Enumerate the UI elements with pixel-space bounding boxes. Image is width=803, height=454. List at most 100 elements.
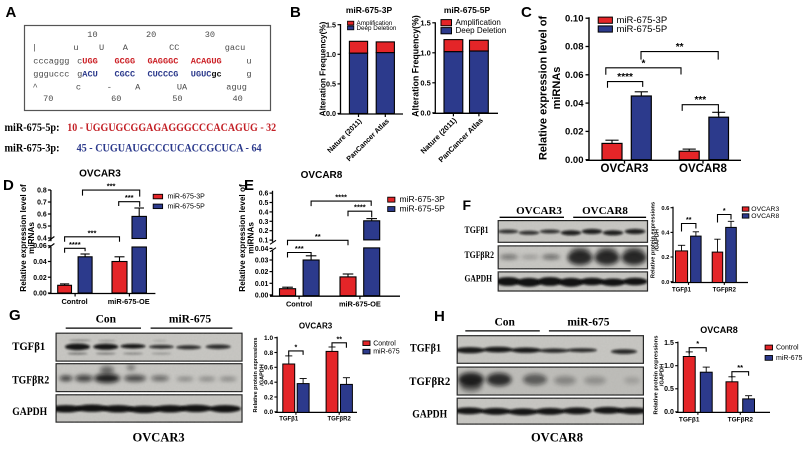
svg-text:0.5: 0.5 — [420, 79, 430, 88]
svg-text:Amplification: Amplification — [456, 18, 501, 27]
svg-text:miRNAs: miRNAs — [551, 67, 563, 110]
svg-text:H: H — [434, 308, 445, 325]
svg-text:0.06: 0.06 — [33, 243, 47, 250]
svg-text:**: ** — [676, 42, 684, 53]
svg-text:0.5: 0.5 — [37, 224, 47, 231]
svg-text:0.02: 0.02 — [33, 275, 47, 282]
svg-text:Deep Deletion: Deep Deletion — [357, 25, 397, 32]
svg-text:c: c — [77, 57, 82, 67]
svg-text:g: g — [77, 70, 82, 80]
svg-text:*: * — [295, 344, 298, 351]
svg-text:Relative protein expressions: Relative protein expressions — [253, 338, 259, 413]
svg-text:*: * — [696, 339, 699, 348]
svg-text:0.00: 0.00 — [255, 292, 269, 299]
svg-text:TGFβR2: TGFβR2 — [728, 416, 754, 423]
svg-text:0.03: 0.03 — [255, 258, 269, 265]
svg-text:Deep Deletion: Deep Deletion — [456, 26, 507, 35]
svg-text:/GAPDH: /GAPDH — [260, 364, 266, 385]
svg-text:agug: agug — [226, 83, 247, 93]
svg-text:|: | — [32, 43, 37, 53]
svg-text:gc: gc — [211, 70, 221, 80]
svg-text:0.6: 0.6 — [259, 191, 269, 198]
svg-text:0.8: 0.8 — [37, 188, 47, 195]
svg-text:miR-675-5P: miR-675-5P — [444, 5, 491, 15]
svg-text:miR-675: miR-675 — [567, 317, 609, 329]
svg-text:**: ** — [336, 336, 342, 343]
svg-text:45 - CUGUAUGCCCUCACCGCUCA - 64: 45 - CUGUAUGCCCUCACCGCUCA - 64 — [77, 143, 262, 155]
svg-text:UA: UA — [177, 83, 188, 93]
svg-text:miRNAs: miRNAs — [246, 222, 255, 254]
svg-text:OVCAR8: OVCAR8 — [751, 213, 779, 220]
svg-text:TGFβ1: TGFβ1 — [410, 341, 441, 355]
svg-text:miR-675-5P: miR-675-5P — [168, 204, 206, 211]
svg-text:B: B — [290, 4, 301, 21]
svg-text:Relative expression level of: Relative expression level of — [538, 16, 550, 161]
svg-text:/GAPDH: /GAPDH — [655, 229, 661, 251]
svg-text:1.5: 1.5 — [664, 340, 674, 347]
svg-text:70: 70 — [43, 94, 53, 104]
svg-text:***: *** — [125, 193, 134, 202]
svg-text:0.1: 0.1 — [259, 238, 269, 245]
svg-text:0.0: 0.0 — [264, 409, 273, 416]
svg-text:miR-675-3p:: miR-675-3p: — [5, 143, 60, 155]
svg-text:1.0: 1.0 — [420, 49, 430, 58]
svg-text:0.00: 0.00 — [565, 155, 584, 166]
svg-text:miR-675: miR-675 — [373, 349, 400, 356]
svg-text:A: A — [135, 83, 141, 93]
svg-text:miR-675-5P: miR-675-5P — [617, 24, 668, 35]
svg-text:0.4: 0.4 — [661, 231, 670, 237]
svg-text:Alteration Frequency(%): Alteration Frequency(%) — [319, 21, 328, 116]
svg-text:GAPDH: GAPDH — [412, 407, 448, 421]
svg-text:0.8: 0.8 — [264, 350, 273, 357]
svg-text:Con: Con — [494, 317, 515, 329]
svg-text:CC: CC — [169, 43, 179, 53]
svg-text:1.5: 1.5 — [326, 20, 336, 29]
svg-text:OVCAR3: OVCAR3 — [299, 322, 333, 331]
svg-text:**: ** — [686, 217, 692, 224]
svg-text:0.0: 0.0 — [661, 280, 669, 286]
svg-text:TGFβR2: TGFβR2 — [409, 374, 450, 388]
svg-text:***: *** — [107, 182, 116, 191]
svg-text:E: E — [244, 177, 254, 194]
svg-text:0.02: 0.02 — [255, 269, 269, 276]
svg-text:0.04: 0.04 — [565, 98, 584, 109]
svg-text:OVCAR3: OVCAR3 — [601, 163, 649, 175]
svg-text:TGFβ1: TGFβ1 — [465, 226, 489, 236]
svg-text:/GAPDH: /GAPDH — [660, 364, 666, 387]
svg-text:TGFβR2: TGFβR2 — [12, 372, 49, 386]
svg-text:Amplification: Amplification — [357, 20, 393, 27]
svg-text:Con: Con — [96, 314, 117, 326]
svg-text:40: 40 — [233, 94, 243, 104]
svg-text:miR-675-5P: miR-675-5P — [400, 203, 446, 213]
svg-text:U: U — [99, 43, 104, 53]
svg-text:0.6: 0.6 — [661, 206, 670, 212]
svg-text:G: G — [9, 307, 21, 324]
svg-text:TGFβ1: TGFβ1 — [279, 416, 299, 422]
svg-text:0.7: 0.7 — [37, 200, 47, 207]
svg-text:miR-675: miR-675 — [169, 314, 211, 326]
svg-text:****: **** — [69, 240, 81, 249]
svg-text:C: C — [521, 4, 532, 21]
svg-text:0.4: 0.4 — [37, 236, 47, 243]
svg-text:*: * — [723, 208, 726, 215]
svg-text:0.3: 0.3 — [259, 219, 269, 226]
svg-text:^: ^ — [33, 83, 38, 93]
svg-text:0.10: 0.10 — [565, 13, 584, 24]
svg-text:miR-675: miR-675 — [776, 355, 803, 362]
svg-text:miR-675-3P: miR-675-3P — [400, 194, 446, 204]
svg-text:OVCAR8: OVCAR8 — [531, 431, 583, 445]
svg-text:TGFβ1: TGFβ1 — [679, 416, 700, 423]
svg-text:*: * — [641, 58, 645, 69]
svg-text:miR-675-3P: miR-675-3P — [617, 15, 668, 26]
svg-text:Alteration Frequency(%): Alteration Frequency(%) — [411, 15, 421, 117]
svg-text:0.4: 0.4 — [259, 209, 269, 216]
svg-text:F: F — [463, 197, 472, 213]
svg-text:0.5: 0.5 — [664, 386, 674, 393]
svg-text:10: 10 — [87, 30, 97, 40]
svg-text:GCGG: GCGG — [115, 57, 136, 67]
svg-text:UGUC: UGUC — [191, 70, 212, 80]
svg-text:OVCAR8: OVCAR8 — [679, 163, 728, 175]
svg-text:miR-675-3P: miR-675-3P — [346, 5, 393, 15]
svg-text:cccaggg: cccaggg — [33, 57, 69, 67]
svg-text:Control: Control — [61, 297, 87, 306]
